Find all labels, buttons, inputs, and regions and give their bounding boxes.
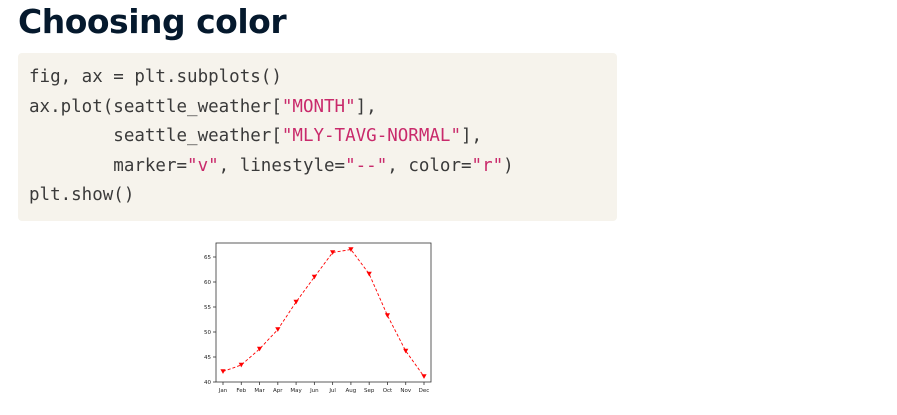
y-tick-label: 55 [204, 305, 211, 311]
data-point [330, 250, 336, 255]
x-tick-label: May [290, 388, 302, 394]
x-tick-label: Apr [273, 388, 283, 394]
code-line: seattle_weather["MLY-TAVG-NORMAL"], [29, 122, 617, 152]
x-tick-label: Mar [254, 388, 265, 394]
data-point [348, 247, 354, 252]
code-string: "v" [187, 155, 219, 176]
data-point [403, 348, 409, 354]
code-line: fig, ax = plt.subplots() [29, 63, 617, 93]
chart: 40 45 50 55 60 65 Jan Feb Mar Apr May Jun Jul Aug Sep O… [194, 238, 439, 400]
x-tick-label: Jan [218, 388, 228, 394]
data-point [256, 346, 263, 352]
code-text: ], [461, 126, 483, 146]
x-tick-label: Aug [346, 388, 357, 394]
code-line: ax.plot(seattle_weather["MONTH"], [29, 93, 617, 123]
data-point [366, 271, 372, 277]
series-line [222, 249, 425, 377]
chart-svg: 40 45 50 55 60 65 Jan Feb Mar Apr May Jun Jul Aug Sep O… [204, 242, 432, 394]
y-tick-label: 65 [204, 255, 211, 261]
plot-area [215, 242, 432, 383]
code-text: fig, ax = plt.subplots() [29, 67, 282, 87]
code-text: marker= [29, 155, 188, 176]
data-point [384, 313, 391, 318]
data-point [275, 327, 281, 332]
data-point [311, 274, 317, 280]
y-tick-label: 50 [204, 330, 211, 336]
code-string: "r" [471, 155, 504, 176]
x-tick-label: Jul [328, 388, 336, 394]
data-point [421, 374, 427, 379]
code-line: plt.show() [29, 181, 617, 211]
code-string: "MONTH" [281, 96, 356, 117]
code-text: ax.plot(seattle_weather[ [29, 96, 282, 117]
code-line: marker="v", linestyle="--", color="r") [29, 152, 617, 182]
code-text: seattle_weather[ [29, 126, 282, 146]
code-text: plt.show() [29, 185, 135, 205]
code-block: fig, ax = plt.subplots() ax.plot(seattle… [18, 53, 617, 221]
code-string: "--" [345, 155, 388, 176]
code-text: ) [503, 155, 514, 176]
y-tick-label: 45 [204, 355, 211, 361]
x-tick-label: Nov [400, 388, 411, 394]
code-string: "MLY-TAVG-NORMAL" [281, 126, 461, 146]
y-tick-label: 40 [204, 380, 211, 386]
x-tick-label: Oct [383, 388, 393, 394]
data-point [220, 369, 226, 374]
y-tick-label: 60 [204, 280, 211, 286]
x-tick-label: Sep [364, 388, 375, 394]
code-text: , color= [387, 155, 472, 176]
data-point [293, 299, 299, 305]
x-tick-label: Feb [236, 388, 246, 394]
x-tick-label: Dec [419, 388, 430, 394]
x-tick-label: Jun [309, 388, 319, 394]
code-text: ], [355, 96, 377, 117]
data-point [238, 362, 244, 368]
code-text: , linestyle= [218, 155, 346, 176]
slide-title: Choosing color [18, 2, 287, 41]
